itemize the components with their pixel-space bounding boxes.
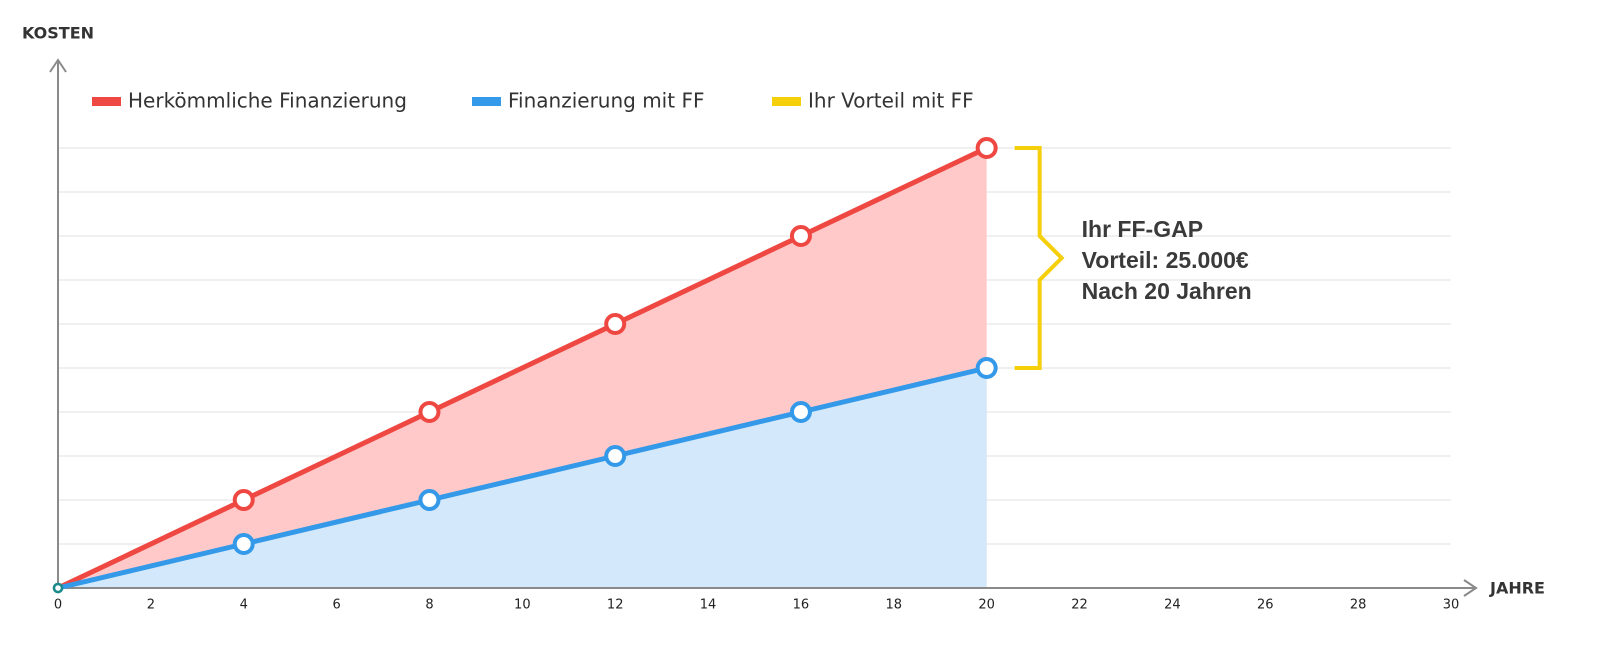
point <box>232 489 255 511</box>
y-axis-arrow <box>49 58 67 73</box>
x-axis-title: JAHRE <box>1489 579 1545 598</box>
x-tick-label: 10 <box>514 598 531 613</box>
point <box>604 445 627 467</box>
x-tick-label: 30 <box>1443 598 1460 613</box>
x-tick-label: 20 <box>978 598 995 613</box>
x-tick-label: 6 <box>332 598 340 613</box>
x-tick-label: 28 <box>1350 598 1367 613</box>
x-tick-label: 16 <box>793 598 810 613</box>
annotation-text: Ihr FF-GAP <box>1082 216 1203 242</box>
line <box>57 365 988 591</box>
x-tick-label: 2 <box>147 598 155 613</box>
y-axis-title: KOSTEN <box>22 24 94 43</box>
x-tick-label: 0 <box>54 598 62 613</box>
legend-swatch <box>92 97 121 106</box>
legend-label: Ihr Vorteil mit FF <box>808 89 974 113</box>
x-axis-arrow <box>1463 579 1478 597</box>
legend-swatch <box>772 97 801 106</box>
point <box>418 489 441 511</box>
x-tick-label: 8 <box>425 598 433 613</box>
x-tick-label: 14 <box>700 598 717 613</box>
x-tick-label: 24 <box>1164 598 1181 613</box>
bracket <box>1014 146 1065 370</box>
point <box>52 582 64 594</box>
x-tick-label: 4 <box>240 598 248 613</box>
x-tick-label: 26 <box>1257 598 1274 613</box>
x-tick-label: 18 <box>886 598 903 613</box>
x-tick-label: 12 <box>607 598 624 613</box>
legend-label: Herkömmliche Finanzierung <box>128 89 407 113</box>
line <box>56 145 988 591</box>
annotation-text: Vorteil: 25.000€ <box>1082 247 1249 273</box>
point <box>975 137 998 159</box>
annotation-text: Nach 20 Jahren <box>1082 278 1252 304</box>
x-tick-label: 22 <box>1071 598 1088 613</box>
point <box>789 401 812 423</box>
point <box>975 357 998 379</box>
point <box>604 313 627 335</box>
point <box>789 225 812 247</box>
legend-swatch <box>472 97 501 106</box>
point <box>232 533 255 555</box>
point <box>418 401 441 423</box>
legend-label: Finanzierung mit FF <box>508 89 704 113</box>
